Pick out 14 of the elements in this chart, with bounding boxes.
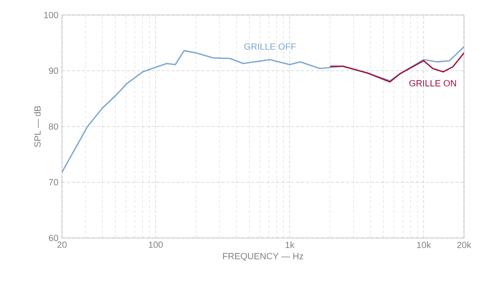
y-tick-label: 100 (44, 12, 58, 18)
x-tick-label: 20k (457, 242, 472, 248)
y-tick-label: 70 (48, 179, 58, 186)
y-tick-label: 80 (48, 123, 58, 130)
y-tick-label: 60 (48, 234, 58, 242)
x-tick-label: 10k (417, 242, 431, 248)
x-tick-label: 100 (148, 242, 163, 248)
x-tick-label: 20 (57, 242, 67, 248)
series-label: GRILLE ON (409, 80, 456, 86)
y-tick-label: 90 (48, 68, 58, 74)
series-label: GRILLE OFF (244, 43, 296, 50)
x-axis-title: FREQUENCY — Hz (223, 252, 304, 261)
x-tick-label: 1k (286, 242, 294, 248)
y-axis-title: SPL — dB (34, 106, 41, 148)
